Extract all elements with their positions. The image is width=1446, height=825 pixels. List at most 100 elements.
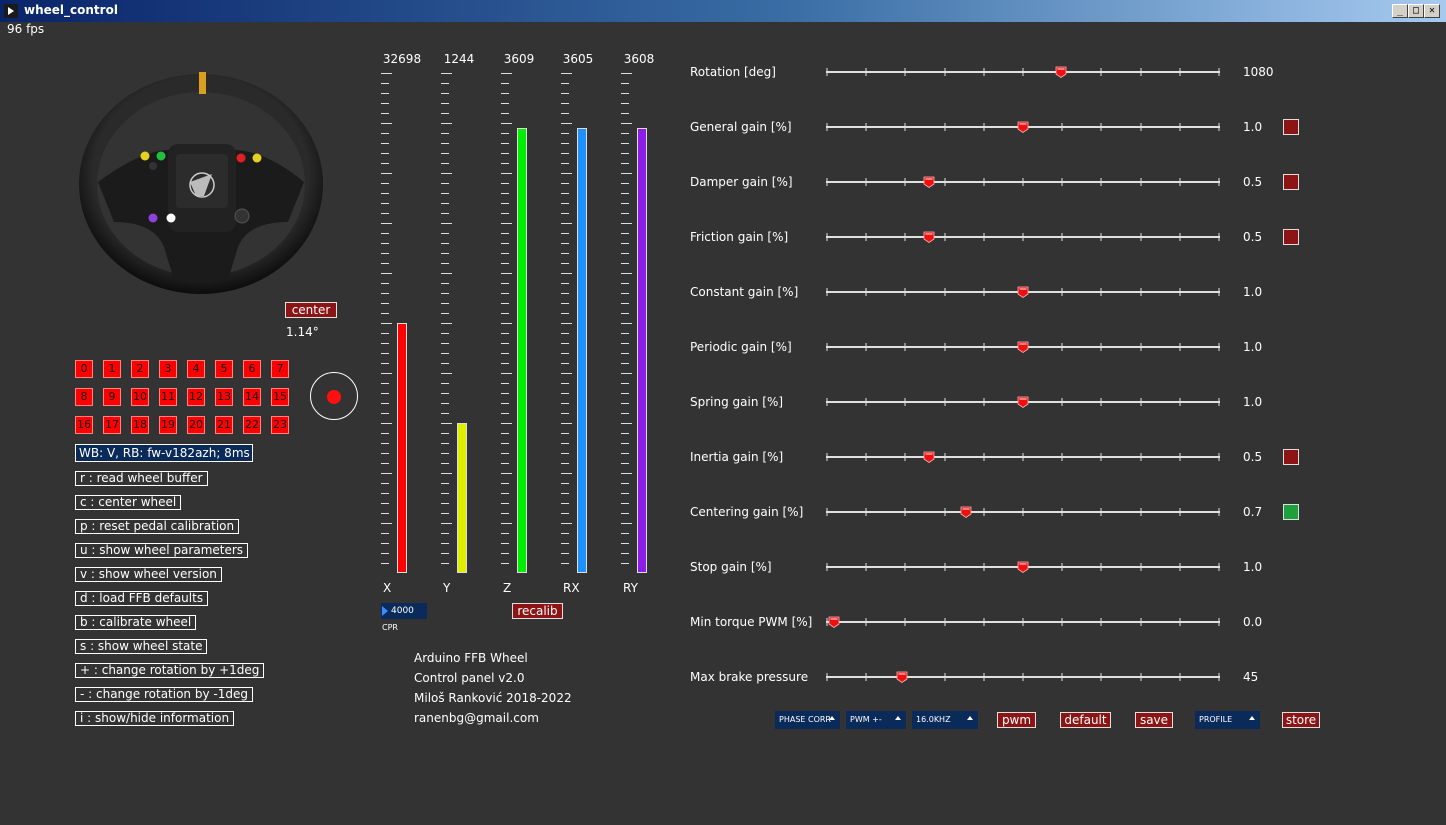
slider-thumb[interactable] [1017,341,1029,353]
slider-toggle-box[interactable] [1283,449,1299,465]
profile-dropdown[interactable]: PROFILE [1195,711,1260,729]
slider-label: Periodic gain [%] [690,340,792,354]
slider-label: Damper gain [%] [690,175,793,189]
cmd-center-wheel[interactable]: c : center wheel [75,495,182,510]
slider-value: 0.0 [1243,615,1263,629]
center-button[interactable]: center [285,302,337,318]
slider-track[interactable] [826,617,1220,627]
info-email: ranenbg@gmail.com [414,711,539,725]
slider-thumb[interactable] [1055,66,1067,78]
axis-bar-z [517,128,527,573]
close-button[interactable]: ✕ [1424,4,1440,18]
button-indicator: 11 [159,388,177,406]
slider-thumb[interactable] [923,231,935,243]
button-indicator: 20 [187,416,205,434]
slider-track[interactable] [826,67,1220,77]
cmd-rotation-minus[interactable]: - : change rotation by -1deg [75,687,253,702]
store-button[interactable]: store [1282,712,1320,728]
recalib-button[interactable]: recalib [512,603,563,619]
slider-thumb[interactable] [923,451,935,463]
slider-value: 0.7 [1243,505,1263,519]
slider-label: Min torque PWM [%] [690,615,813,629]
cpr-dropdown[interactable]: 4000 [381,603,427,619]
slider-track[interactable] [826,232,1220,242]
firmware-info: WB: V, RB: fw-v182azh; 8ms [75,444,253,462]
slider-label: Inertia gain [%] [690,450,784,464]
button-indicator: 1 [103,360,121,378]
button-indicator: 15 [271,388,289,406]
button-indicator: 16 [75,416,93,434]
slider-toggle-box[interactable] [1283,229,1299,245]
slider-track[interactable] [826,507,1220,517]
wheel-angle: 1.14° [286,325,319,339]
pwm-mode-dropdown[interactable]: PWM +- [846,711,906,729]
slider-label: Max brake pressure [690,670,809,684]
slider-thumb[interactable] [1017,121,1029,133]
slider-value: 0.5 [1243,230,1263,244]
slider-thumb[interactable] [1017,286,1029,298]
slider-track[interactable] [826,452,1220,462]
cmd-show-wheel-version[interactable]: v : show wheel version [75,567,222,582]
button-indicator: 5 [215,360,233,378]
axis-scale [501,73,512,564]
slider-value: 45 [1243,670,1259,684]
cmd-load-ffb-defaults[interactable]: d : load FFB defaults [75,591,209,606]
slider-label: Stop gain [%] [690,560,772,574]
phase-mode-value: PHASE CORR [779,715,831,724]
slider-track[interactable] [826,177,1220,187]
pwm-mode-value: PWM +- [850,715,882,724]
axis-z-value: 3609 [503,52,535,66]
button-indicator: 3 [159,360,177,378]
slider-toggle-box[interactable] [1283,504,1299,520]
button-indicator: 19 [159,416,177,434]
axis-scale [381,73,392,564]
maximize-button[interactable]: □ [1408,4,1424,18]
axis-z-label: Z [503,581,512,595]
save-button[interactable]: save [1135,712,1173,728]
pwm-frequency-dropdown[interactable]: 16.0KHZ [912,711,978,729]
phase-mode-dropdown[interactable]: PHASE CORR [775,711,840,729]
button-indicator: 0 [75,360,93,378]
button-indicator: 4 [187,360,205,378]
button-indicator: 7 [271,360,289,378]
slider-thumb[interactable] [960,506,972,518]
cmd-read-wheel-buffer[interactable]: r : read wheel buffer [75,471,208,486]
button-indicator: 10 [131,388,149,406]
cmd-show-wheel-state[interactable]: s : show wheel state [75,639,208,654]
button-indicator: 18 [131,416,149,434]
axis-bar-x [397,323,407,573]
title-bar [0,0,1446,22]
slider-value: 1.0 [1243,560,1263,574]
cmd-toggle-information[interactable]: i : show/hide information [75,711,235,726]
dropdown-arrow-icon [895,716,901,720]
info-version: Control panel v2.0 [414,671,525,685]
slider-thumb[interactable] [923,176,935,188]
cmd-show-wheel-parameters[interactable]: u : show wheel parameters [75,543,249,558]
slider-thumb[interactable] [1017,396,1029,408]
default-button[interactable]: default [1060,712,1111,728]
cmd-calibrate-wheel[interactable]: b : calibrate wheel [75,615,197,630]
slider-toggle-box[interactable] [1283,174,1299,190]
slider-value: 1.0 [1243,120,1263,134]
button-indicator: 12 [187,388,205,406]
button-indicator: 17 [103,416,121,434]
cpr-label: CPR [382,623,398,632]
slider-toggle-box[interactable] [1283,119,1299,135]
slider-thumb[interactable] [828,616,840,628]
steering-wheel-image [79,72,323,294]
info-author: Miloš Ranković 2018-2022 [414,691,572,705]
slider-thumb[interactable] [1017,561,1029,573]
slider-value: 0.5 [1243,175,1263,189]
slider-thumb[interactable] [896,671,908,683]
minimize-button[interactable]: _ [1392,4,1408,18]
slider-value: 0.5 [1243,450,1263,464]
cpr-arrow-icon [382,606,388,616]
axis-y-label: Y [443,581,451,595]
slider-track[interactable] [826,672,1220,682]
cmd-reset-pedal-calibration[interactable]: p : reset pedal calibration [75,519,240,534]
fps-counter: 96 fps [7,22,45,36]
cmd-rotation-plus[interactable]: + : change rotation by +1deg [75,663,265,678]
slider-label: Rotation [deg] [690,65,776,79]
pwm-button[interactable]: pwm [997,712,1036,728]
button-indicator: 23 [271,416,289,434]
